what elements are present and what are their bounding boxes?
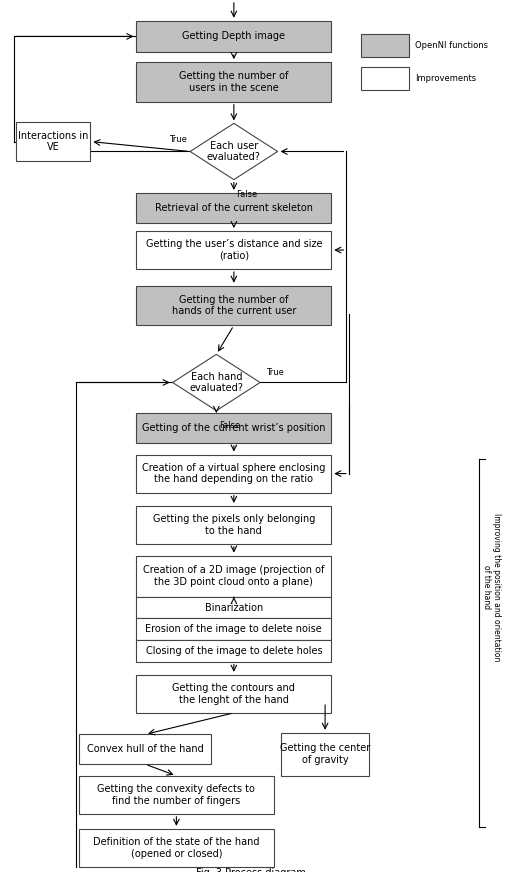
FancyBboxPatch shape [136, 193, 331, 222]
FancyBboxPatch shape [136, 231, 331, 269]
FancyBboxPatch shape [16, 122, 90, 161]
FancyBboxPatch shape [361, 67, 409, 90]
Text: Improvements: Improvements [416, 74, 477, 83]
Text: OpenNI functions: OpenNI functions [416, 41, 488, 50]
Text: Interactions in
VE: Interactions in VE [18, 131, 88, 153]
FancyBboxPatch shape [136, 506, 331, 544]
Text: Definition of the state of the hand
(opened or closed): Definition of the state of the hand (ope… [93, 837, 260, 859]
FancyBboxPatch shape [136, 21, 331, 52]
Text: Each hand
evaluated?: Each hand evaluated? [189, 371, 243, 393]
Text: Getting the user’s distance and size
(ratio): Getting the user’s distance and size (ra… [146, 239, 322, 261]
Text: Getting the convexity defects to
find the number of fingers: Getting the convexity defects to find th… [98, 784, 256, 806]
Text: Fig. 3 Process diagram: Fig. 3 Process diagram [197, 868, 306, 872]
Text: Getting the pixels only belonging
to the hand: Getting the pixels only belonging to the… [153, 514, 315, 535]
Text: Getting the center
of gravity: Getting the center of gravity [280, 744, 370, 765]
Text: False: False [236, 190, 257, 199]
Text: Binarization: Binarization [205, 603, 263, 613]
Text: Getting the contours and
the lenght of the hand: Getting the contours and the lenght of t… [172, 683, 295, 705]
Text: Getting the number of
hands of the current user: Getting the number of hands of the curre… [172, 295, 296, 317]
FancyBboxPatch shape [136, 675, 331, 712]
FancyBboxPatch shape [136, 413, 331, 443]
Text: Closing of the image to delete holes: Closing of the image to delete holes [146, 646, 322, 656]
FancyBboxPatch shape [136, 555, 331, 597]
FancyBboxPatch shape [136, 618, 331, 640]
Text: Creation of a 2D image (projection of
the 3D point cloud onto a plane): Creation of a 2D image (projection of th… [143, 565, 325, 587]
FancyBboxPatch shape [136, 454, 331, 493]
Text: Convex hull of the hand: Convex hull of the hand [87, 745, 204, 754]
FancyBboxPatch shape [136, 640, 331, 662]
FancyBboxPatch shape [79, 734, 211, 764]
FancyBboxPatch shape [281, 732, 369, 776]
Text: Improving the position and orientation
of the hand: Improving the position and orientation o… [482, 513, 501, 661]
Text: Creation of a virtual sphere enclosing
the hand depending on the ratio: Creation of a virtual sphere enclosing t… [142, 463, 326, 484]
FancyBboxPatch shape [79, 776, 274, 814]
Text: Retrieval of the current skeleton: Retrieval of the current skeleton [155, 203, 313, 213]
FancyBboxPatch shape [361, 34, 409, 57]
Text: Erosion of the image to delete noise: Erosion of the image to delete noise [145, 624, 322, 634]
Text: False: False [219, 421, 240, 430]
Text: True: True [266, 368, 284, 377]
FancyBboxPatch shape [136, 62, 331, 102]
Polygon shape [190, 123, 277, 180]
Text: Each user
evaluated?: Each user evaluated? [207, 140, 261, 162]
Text: Getting of the current wrist’s position: Getting of the current wrist’s position [142, 423, 326, 433]
Text: Getting the number of
users in the scene: Getting the number of users in the scene [179, 72, 289, 92]
FancyBboxPatch shape [79, 828, 274, 867]
Text: Getting Depth image: Getting Depth image [182, 31, 285, 41]
Text: True: True [169, 135, 186, 145]
FancyBboxPatch shape [136, 597, 331, 618]
Polygon shape [173, 354, 260, 411]
FancyBboxPatch shape [136, 286, 331, 325]
